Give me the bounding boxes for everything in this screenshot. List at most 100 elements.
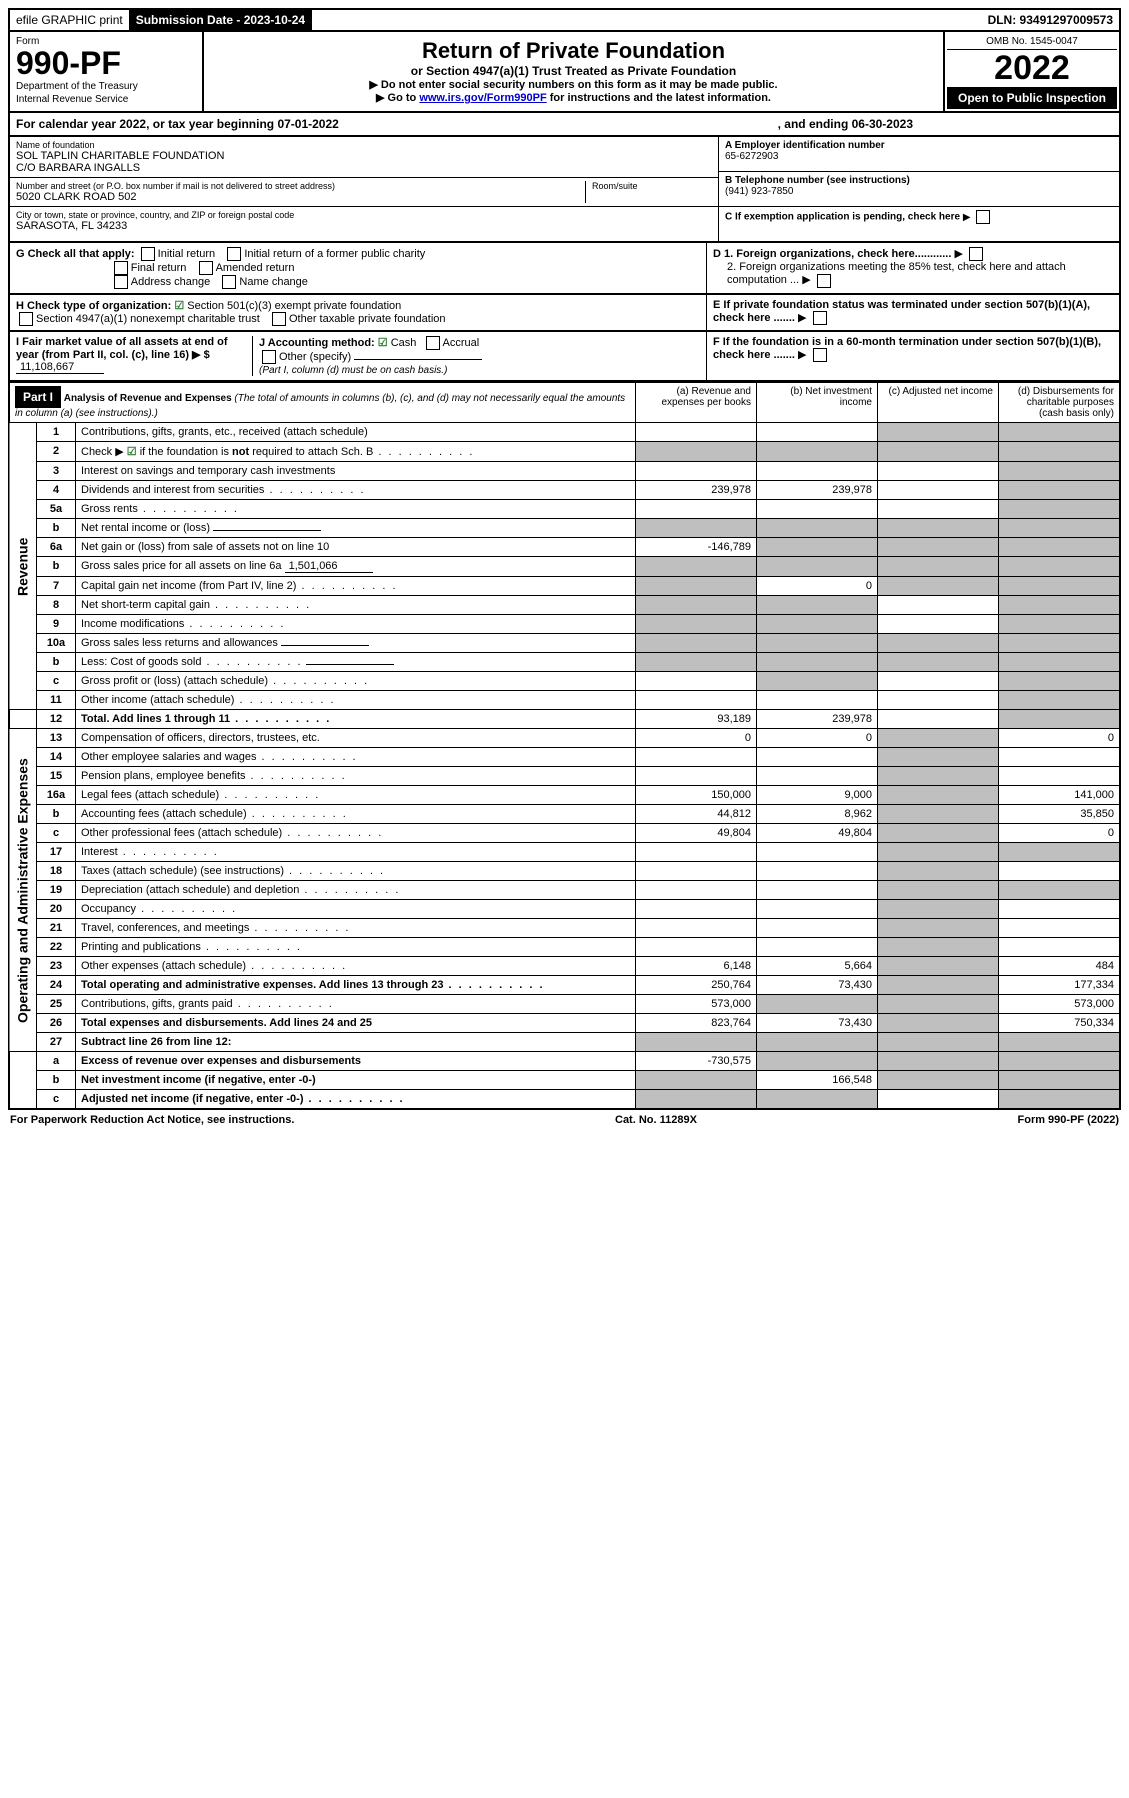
part1-table: Part I Analysis of Revenue and Expenses … — [8, 382, 1121, 1110]
l16a-a: 150,000 — [636, 786, 757, 805]
checkbox-d1[interactable] — [969, 247, 983, 261]
ein-label: A Employer identification number — [725, 140, 1113, 151]
l13-d: 0 — [999, 729, 1121, 748]
i-label: I Fair market value of all assets at end… — [16, 336, 228, 361]
paperwork-notice: For Paperwork Reduction Act Notice, see … — [10, 1114, 294, 1126]
ein-cell: A Employer identification number 65-6272… — [719, 137, 1119, 172]
form-note-1: ▶ Do not enter social security numbers o… — [210, 78, 937, 91]
checkbox-address[interactable] — [114, 275, 128, 289]
line-15-desc: Pension plans, employee benefits — [76, 767, 636, 786]
open-to-public: Open to Public Inspection — [947, 87, 1117, 109]
foundation-info: Name of foundation SOL TAPLIN CHARITABLE… — [8, 137, 1121, 243]
l4-a: 239,978 — [636, 481, 757, 500]
checkbox-4947[interactable] — [19, 312, 33, 326]
line-27-desc: Subtract line 26 from line 12: — [76, 1033, 636, 1052]
l16b-b: 8,962 — [757, 805, 878, 824]
l24-a: 250,764 — [636, 976, 757, 995]
h-o1: Section 501(c)(3) exempt private foundat… — [187, 300, 401, 312]
tax-year: 2022 — [947, 50, 1117, 87]
d1-label: D 1. Foreign organizations, check here..… — [713, 248, 951, 260]
footer: For Paperwork Reduction Act Notice, see … — [8, 1110, 1121, 1130]
name-label: Name of foundation — [16, 140, 712, 150]
line-16b-desc: Accounting fees (attach schedule) — [76, 805, 636, 824]
line-14-desc: Other employee salaries and wages — [76, 748, 636, 767]
line-23-desc: Other expenses (attach schedule) — [76, 957, 636, 976]
l13-b: 0 — [757, 729, 878, 748]
line-10a-desc: Gross sales less returns and allowances — [76, 634, 636, 653]
l16b-a: 44,812 — [636, 805, 757, 824]
checkbox-c[interactable] — [976, 210, 990, 224]
d1-row: D 1. Foreign organizations, check here..… — [713, 247, 1113, 261]
city-label: City or town, state or province, country… — [16, 210, 712, 220]
addr-label: Number and street (or P.O. box number if… — [16, 181, 585, 191]
col-a-header: (a) Revenue and expenses per books — [636, 383, 757, 423]
exemption-label: C If exemption application is pending, c… — [725, 212, 960, 223]
checkbox-d2[interactable] — [817, 274, 831, 288]
efile-label: efile GRAPHIC print — [10, 10, 130, 30]
checkbox-e[interactable] — [813, 311, 827, 325]
foundation-name-1: SOL TAPLIN CHARITABLE FOUNDATION — [16, 150, 712, 162]
check-icon-cash: ☑ — [378, 337, 388, 349]
line-7-desc: Capital gain net income (from Part IV, l… — [76, 577, 636, 596]
j-cash: Cash — [391, 337, 417, 349]
l13-a: 0 — [636, 729, 757, 748]
line-27a-desc: Excess of revenue over expenses and disb… — [76, 1052, 636, 1071]
line-4-desc: Dividends and interest from securities — [76, 481, 636, 500]
col-b-header: (b) Net investment income — [757, 383, 878, 423]
line-9-desc: Income modifications — [76, 615, 636, 634]
g-o6: Name change — [239, 276, 308, 288]
city-cell: City or town, state or province, country… — [10, 207, 718, 235]
part1-label: Part I — [15, 386, 61, 408]
phone-label: B Telephone number (see instructions) — [725, 175, 1113, 186]
g-o2: Final return — [131, 262, 187, 274]
check-icon: ☑ — [174, 300, 184, 312]
checkbox-accrual[interactable] — [426, 336, 440, 350]
checkbox-final[interactable] — [114, 261, 128, 275]
calendar-begin: For calendar year 2022, or tax year begi… — [16, 117, 339, 131]
dln: DLN: 93491297009573 — [982, 10, 1119, 30]
check-icon-schb: ☑ — [127, 446, 137, 458]
address-cell: Number and street (or P.O. box number if… — [10, 178, 718, 207]
line-3-desc: Interest on savings and temporary cash i… — [76, 462, 636, 481]
j-accrual: Accrual — [443, 337, 480, 349]
irs-link[interactable]: www.irs.gov/Form990PF — [419, 92, 546, 104]
g-o5: Amended return — [216, 262, 295, 274]
l6b-val: 1,501,066 — [285, 560, 373, 573]
expenses-side-label: Operating and Administrative Expenses — [9, 729, 37, 1052]
note2-post: for instructions and the latest informat… — [550, 92, 771, 104]
line-17-desc: Interest — [76, 843, 636, 862]
ein-value: 65-6272903 — [725, 151, 1113, 162]
checkbox-name[interactable] — [222, 275, 236, 289]
checkbox-other-taxable[interactable] — [272, 312, 286, 326]
line-11-desc: Other income (attach schedule) — [76, 691, 636, 710]
cat-no: Cat. No. 11289X — [615, 1114, 697, 1126]
l26-b: 73,430 — [757, 1014, 878, 1033]
checkbox-other-method[interactable] — [262, 350, 276, 364]
line-27b-desc: Net investment income (if negative, ente… — [76, 1071, 636, 1090]
dept-irs: Internal Revenue Service — [16, 94, 196, 105]
line-num: 1 — [37, 423, 76, 442]
g-check-row: G Check all that apply: Initial return I… — [16, 247, 700, 289]
line-18-desc: Taxes (attach schedule) (see instruction… — [76, 862, 636, 881]
f-label: F If the foundation is in a 60-month ter… — [713, 336, 1101, 361]
l24-b: 73,430 — [757, 976, 878, 995]
line-24-desc: Total operating and administrative expen… — [76, 976, 636, 995]
col-c-header: (c) Adjusted net income — [878, 383, 999, 423]
submission-date: Submission Date - 2023-10-24 — [130, 10, 312, 30]
checkbox-former[interactable] — [227, 247, 241, 261]
g-o4: Initial return of a former public charit… — [244, 248, 425, 260]
checkbox-initial[interactable] — [141, 247, 155, 261]
phone-cell: B Telephone number (see instructions) (9… — [719, 172, 1119, 207]
calendar-year-row: For calendar year 2022, or tax year begi… — [8, 113, 1121, 137]
checkbox-amended[interactable] — [199, 261, 213, 275]
e-label: E If private foundation status was termi… — [713, 299, 1090, 324]
room-label: Room/suite — [592, 181, 712, 191]
phone-value: (941) 923-7850 — [725, 186, 1113, 197]
line-13-desc: Compensation of officers, directors, tru… — [76, 729, 636, 748]
line-27c-desc: Adjusted net income (if negative, enter … — [76, 1090, 636, 1110]
checkbox-f[interactable] — [813, 348, 827, 362]
l26-d: 750,334 — [999, 1014, 1121, 1033]
calendar-end: , and ending 06-30-2023 — [778, 117, 913, 131]
l24-d: 177,334 — [999, 976, 1121, 995]
l16c-b: 49,804 — [757, 824, 878, 843]
